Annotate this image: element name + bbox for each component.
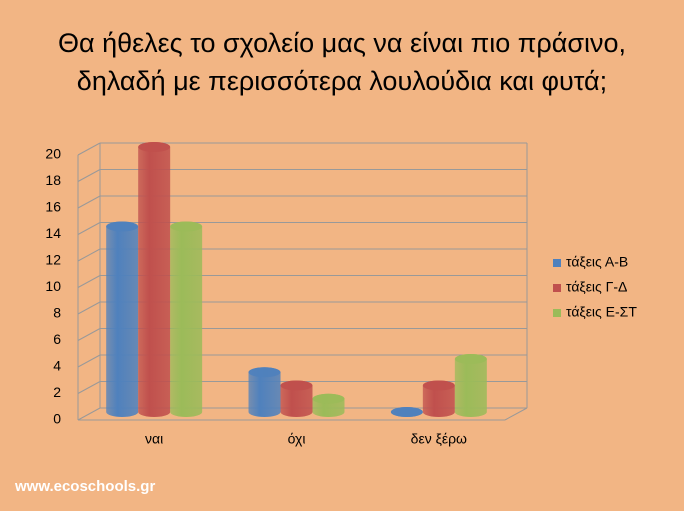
axis [504, 407, 528, 421]
bar-top [422, 380, 455, 391]
x-tick-label: δεν ξέρω [411, 431, 467, 447]
x-tick-label: ναι [145, 431, 163, 447]
grid-line [77, 142, 101, 156]
bar-top [312, 393, 345, 404]
bar [138, 142, 171, 417]
y-tick-label: 4 [53, 358, 61, 374]
bar [248, 367, 281, 417]
chart-title: Θα ήθελες το σχολείο μας να είναι πιο πρ… [58, 28, 626, 58]
legend-label: τάξεις Γ-Δ [566, 279, 627, 295]
grid-line [77, 275, 101, 288]
grid-line [77, 381, 101, 394]
legend-label: τάξεις Ε-ΣΤ [566, 304, 637, 320]
bar-top [170, 221, 203, 232]
grid-line [77, 195, 101, 209]
grid-line [77, 222, 101, 235]
y-tick-label: 10 [45, 278, 61, 294]
watermark: www.ecoschools.gr [14, 478, 155, 495]
bar-top [454, 354, 487, 364]
y-tick-label: 20 [45, 146, 61, 162]
legend-swatch [553, 284, 561, 292]
y-tick-label: 8 [53, 305, 61, 321]
y-tick-label: 18 [45, 172, 61, 188]
legend-label: τάξεις Α-Β [566, 254, 628, 270]
grid-line [77, 407, 101, 421]
bar [170, 221, 203, 417]
chart-subtitle: δηλαδή με περισσότερα λουλούδια και φυτά… [77, 66, 607, 96]
y-tick-label: 12 [45, 252, 61, 268]
bar-top [248, 367, 281, 378]
bar-top [280, 380, 313, 391]
grid-line [77, 328, 101, 341]
y-tick-label: 2 [53, 384, 61, 400]
bar-top [138, 142, 171, 152]
grid-line [77, 301, 101, 315]
bar-top [390, 407, 423, 417]
grid-line [77, 248, 101, 262]
y-tick-label: 16 [45, 199, 61, 215]
legend-swatch [553, 259, 561, 267]
x-tick-label: όχι [288, 431, 306, 447]
bar [454, 354, 487, 417]
grid-line [77, 169, 101, 182]
bar-top [106, 221, 139, 232]
legend-swatch [553, 309, 561, 317]
y-tick-label: 0 [53, 411, 61, 427]
y-tick-label: 14 [45, 225, 61, 241]
bar [106, 221, 139, 417]
y-tick-label: 6 [53, 331, 61, 347]
grid-line [77, 354, 101, 368]
